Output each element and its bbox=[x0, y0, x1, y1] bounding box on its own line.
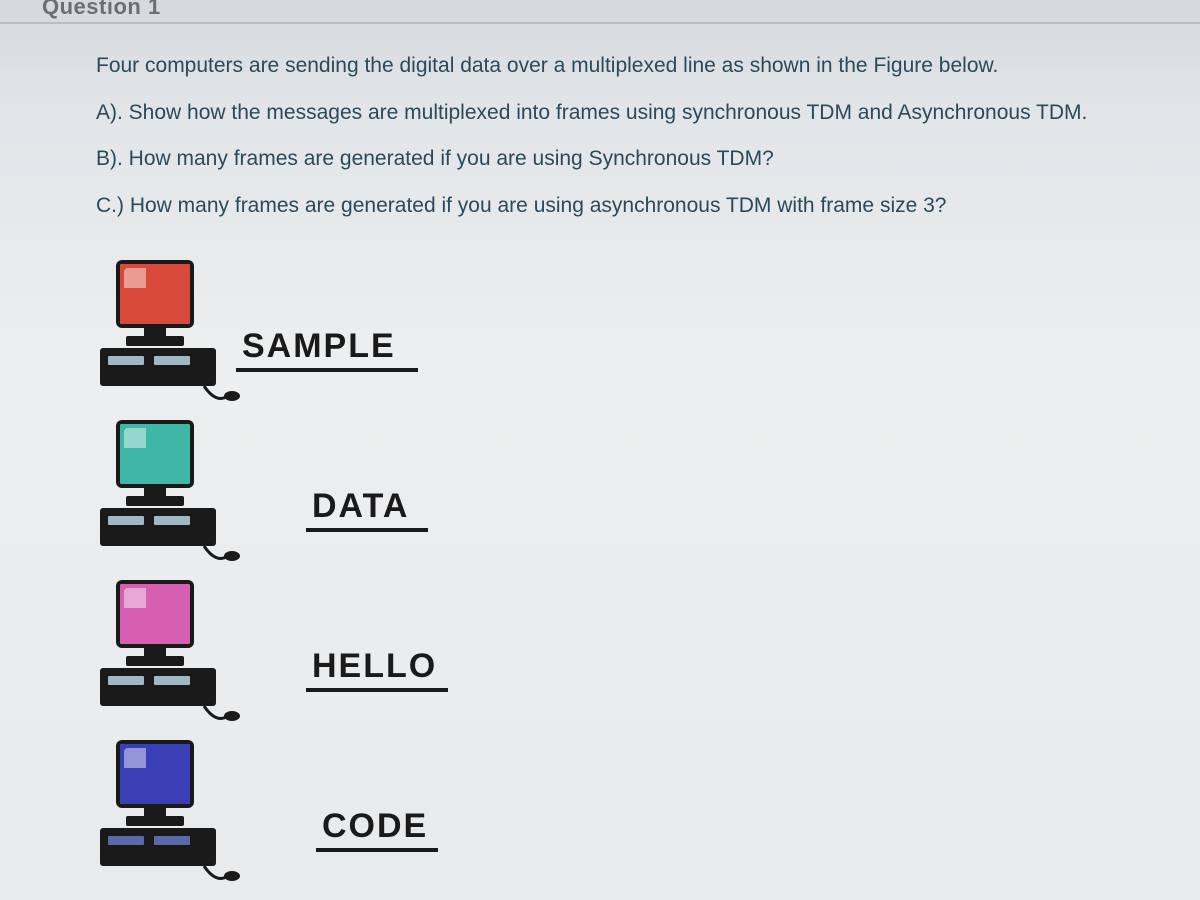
diagram: SAMPLE DATA bbox=[96, 250, 448, 890]
message-label: HELLO bbox=[312, 647, 437, 685]
computer-icon bbox=[96, 420, 216, 570]
computer-icon bbox=[96, 260, 216, 410]
mouse-icon bbox=[202, 864, 242, 890]
computer-row: HELLO bbox=[96, 570, 448, 730]
question-part-a: A). Show how the messages are multiplexe… bbox=[96, 97, 1160, 130]
message-label: DATA bbox=[312, 487, 409, 525]
question-part-b: B). How many frames are generated if you… bbox=[96, 143, 1160, 176]
message-label: CODE bbox=[322, 807, 428, 845]
message-underline: CODE bbox=[316, 807, 438, 852]
question-text-block: Four computers are sending the digital d… bbox=[96, 50, 1160, 236]
mouse-icon bbox=[202, 704, 242, 730]
mouse-icon bbox=[202, 544, 242, 570]
question-intro: Four computers are sending the digital d… bbox=[96, 50, 1160, 83]
mouse-icon bbox=[202, 384, 242, 410]
message-underline: DATA bbox=[306, 487, 428, 532]
computer-icon bbox=[96, 580, 216, 730]
computer-icon bbox=[96, 740, 216, 890]
question-part-c: C.) How many frames are generated if you… bbox=[96, 190, 1160, 223]
message-underline: SAMPLE bbox=[236, 327, 418, 372]
message-underline: HELLO bbox=[306, 647, 448, 692]
message-label: SAMPLE bbox=[242, 327, 396, 365]
computer-row: DATA bbox=[96, 410, 448, 570]
question-number: Question 1 bbox=[42, 0, 161, 20]
computer-row: SAMPLE bbox=[96, 250, 448, 410]
divider bbox=[0, 22, 1200, 24]
computer-row: CODE bbox=[96, 730, 448, 890]
question-page: { "header": { "title": "Question 1" }, "… bbox=[0, 0, 1200, 900]
